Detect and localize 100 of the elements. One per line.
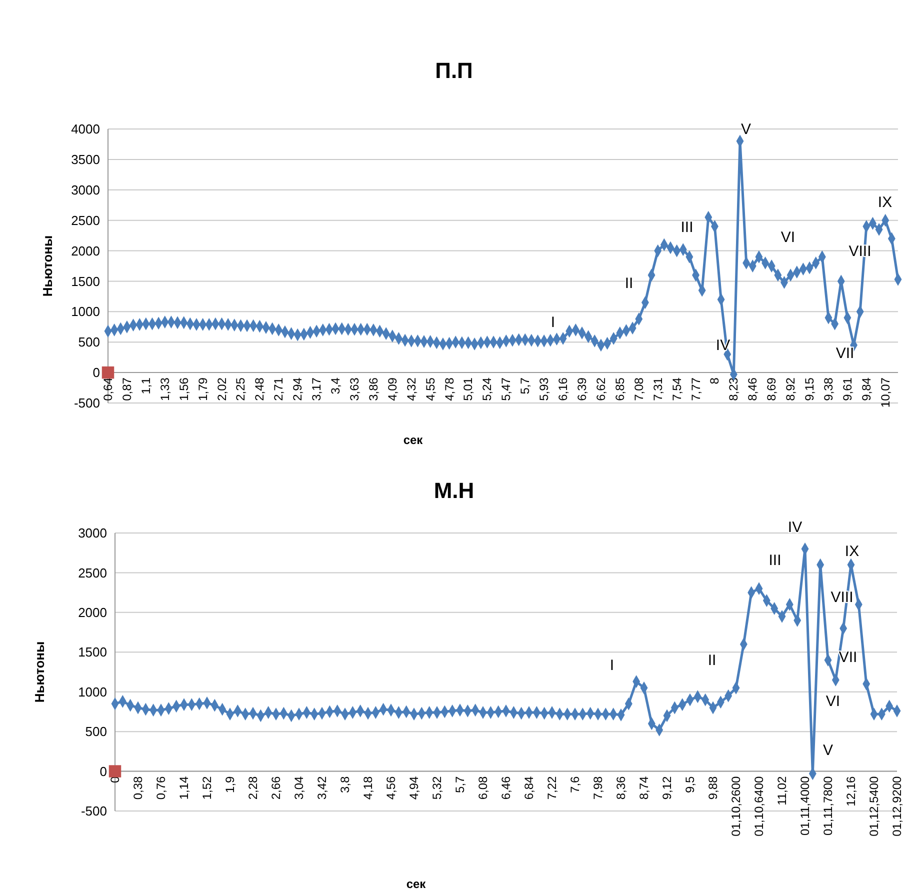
x-tick-label: 9,5: [683, 776, 697, 793]
x-tick-label: 9,88: [706, 776, 720, 800]
x-tick-label: 9,38: [821, 377, 836, 401]
annotation: II: [708, 652, 716, 669]
x-tick-label: 2,71: [272, 377, 286, 401]
x-tick-label: 4,55: [423, 377, 438, 401]
y-tick-label: 2500: [78, 565, 107, 580]
annotation: I: [550, 314, 556, 331]
x-tick-label: 7,77: [688, 377, 703, 401]
annotation: IV: [788, 519, 802, 536]
x-tick-label: 4,09: [385, 377, 400, 401]
x-tick-label: 11,02: [775, 776, 789, 806]
x-tick-label: 7,31: [650, 377, 665, 401]
x-tick-label: 8,36: [614, 776, 628, 800]
x-tick-label: 7,98: [591, 776, 605, 800]
x-tick-label: 4,32: [404, 377, 418, 401]
x-tick-label: 0,38: [131, 776, 145, 800]
x-tick-label: 1,1: [138, 377, 153, 394]
annotation: III: [680, 219, 694, 236]
x-tick-label: 12,16: [844, 776, 858, 806]
y-tick-label: 2500: [71, 212, 100, 228]
x-tick-label: 1,56: [176, 377, 191, 401]
x-tick-label: 8: [708, 377, 722, 384]
y-tick-label: 1000: [71, 304, 100, 320]
annotation: II: [624, 275, 634, 292]
x-tick-label: 5,32: [430, 776, 444, 800]
x-tick-label: 01,12,9200: [890, 776, 904, 836]
x-tick-label: 4,94: [407, 776, 421, 800]
x-tick-label: 3,17: [310, 377, 324, 401]
x-tick-label: 6,16: [556, 377, 570, 401]
x-tick-label: 3,86: [366, 377, 380, 401]
x-tick-label: 6,46: [499, 776, 513, 800]
annotation: VI: [826, 693, 840, 710]
annotation: IX: [878, 194, 892, 211]
x-tick-label: 7,6: [568, 776, 582, 793]
x-tick-label: 4,18: [361, 776, 375, 800]
x-tick-label: 0: [108, 776, 122, 783]
x-tick-label: 1,79: [196, 377, 210, 401]
x-tick-label: 4,56: [384, 776, 398, 800]
x-tick-label: 8,74: [637, 776, 651, 800]
x-tick-label: 6,08: [476, 776, 490, 800]
x-tick-label: 8,92: [784, 377, 798, 401]
x-tick-label: 5,24: [480, 377, 494, 401]
x-tick-label: 5,7: [453, 776, 467, 793]
x-tick-label: 0,87: [120, 377, 134, 401]
x-tick-label: 01,12,5400: [867, 776, 881, 836]
y-tick-label: 1500: [71, 274, 100, 289]
x-tick-label: 5,01: [461, 377, 476, 401]
y-axis-title: Ньютоны: [40, 235, 55, 297]
x-tick-label: 01,10,2600: [729, 776, 743, 836]
x-tick-label: 8,23: [726, 377, 741, 401]
y-tick-label: 1000: [78, 684, 107, 700]
annotation: VI: [780, 229, 796, 246]
x-tick-label: 7,22: [545, 776, 559, 800]
x-tick-label: 1,33: [158, 377, 172, 401]
x-tick-label: 2,94: [290, 377, 305, 401]
x-tick-label: 7,08: [632, 377, 646, 401]
y-tick-label: 500: [85, 724, 107, 740]
y-tick-label: 2000: [78, 604, 107, 620]
x-tick-label: 4,78: [442, 377, 456, 401]
annotation: IX: [844, 543, 860, 560]
x-tick-label: 3,63: [347, 377, 362, 401]
x-tick-label: 1,9: [223, 776, 237, 793]
y-tick-label: 0: [100, 764, 107, 779]
chart-title: П.П: [435, 58, 473, 83]
x-tick-label: 8,46: [746, 377, 760, 401]
y-tick-label: 500: [78, 334, 100, 350]
x-tick-label: 7,54: [670, 377, 684, 401]
x-tick-label: 3,42: [315, 776, 329, 800]
x-tick-label: 3,4: [328, 377, 343, 394]
x-tick-label: 3,04: [292, 776, 306, 800]
x-tick-label: 01,10,6400: [752, 776, 766, 836]
y-axis-title: Ньютоны: [32, 641, 47, 703]
y-tick-label: 1500: [78, 644, 107, 660]
annotation: III: [768, 552, 782, 569]
x-tick-label: 6,84: [522, 776, 536, 800]
x-tick-label: 01,11,4000: [798, 776, 812, 836]
x-tick-label: 5,93: [537, 377, 552, 401]
annotation: V: [740, 121, 752, 138]
x-tick-label: 01,11,7800: [821, 776, 835, 836]
x-tick-label: 0,64: [101, 377, 115, 401]
y-tick-label: 4000: [71, 122, 100, 137]
x-tick-label: 2,28: [246, 776, 260, 800]
x-tick-label: 10,07: [878, 377, 892, 408]
chart-title: М.Н: [434, 478, 474, 503]
x-tick-label: 9,84: [859, 377, 874, 401]
x-tick-label: 1,52: [200, 776, 214, 800]
x-tick-label: 1,14: [177, 776, 191, 800]
x-tick-label: 2,48: [252, 377, 267, 401]
x-tick-label: 5,47: [499, 377, 514, 401]
y-tick-label: -500: [74, 396, 100, 411]
x-axis-title: сек: [406, 877, 427, 891]
y-tick-label: -500: [80, 804, 107, 819]
annotation: I: [610, 657, 614, 674]
y-tick-label: 0: [92, 365, 100, 380]
x-tick-label: 3,8: [338, 776, 352, 793]
x-axis-title: сек: [403, 433, 424, 447]
x-tick-label: 9,15: [802, 377, 817, 401]
x-tick-label: 6,39: [575, 377, 589, 401]
x-tick-label: 9,12: [660, 776, 674, 800]
